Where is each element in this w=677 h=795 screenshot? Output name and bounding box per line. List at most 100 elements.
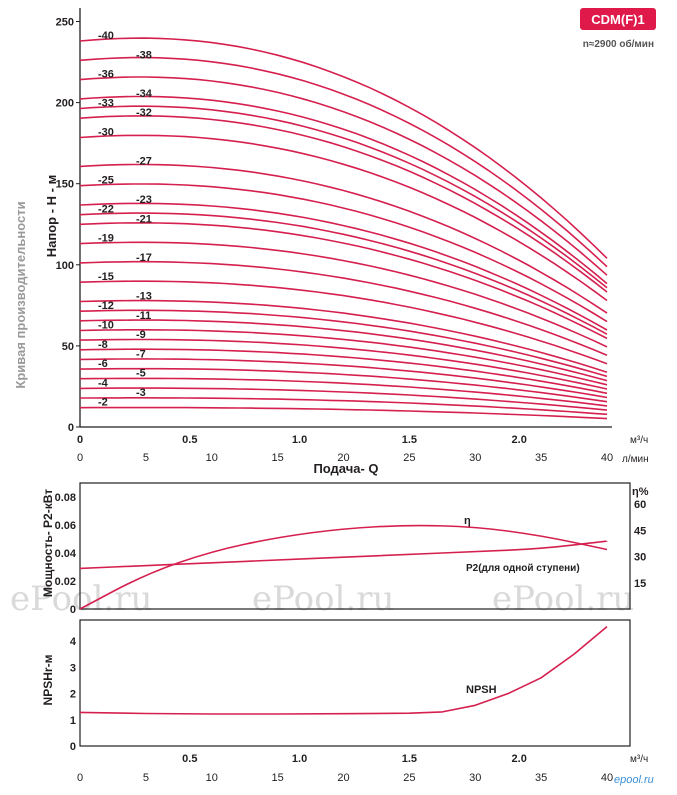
stage-label: -22	[98, 204, 114, 216]
stage-label: -12	[98, 300, 114, 312]
lmin-unit: л/мин	[622, 454, 649, 465]
stage-label: -4	[98, 377, 109, 389]
stage-label: -10	[98, 319, 114, 331]
head-curve	[79, 105, 608, 289]
head-curve	[79, 367, 608, 403]
head-curve	[79, 163, 608, 314]
eta-axis-label: η%	[632, 486, 649, 498]
watermark: ePool.ru	[492, 579, 634, 619]
npsh-panel: NPSHr-м 0 1 2 3 4 0.5 1.0 1.5 2.0 0 5 10 15 20 25 30 35…	[41, 619, 648, 784]
eta-curve-label: η	[464, 515, 471, 527]
m3h-tick-label: 0	[77, 434, 83, 446]
lmin-tick-label: 35	[535, 452, 547, 464]
head-axis-label: Напор - Н - м	[44, 175, 59, 257]
watermark: ePool.ru	[10, 579, 152, 619]
stage-label: -33	[98, 98, 114, 110]
stage-label: -8	[98, 339, 108, 351]
footer-logo: epool.ru	[614, 774, 654, 786]
stage-label: -5	[136, 368, 146, 380]
stage-label: -27	[136, 155, 152, 167]
m3h-tick-label: 0.5	[182, 434, 197, 446]
lmin-tick-label: 20	[337, 452, 349, 464]
stage-label: -6	[98, 358, 108, 370]
eta-tick-label: 15	[634, 578, 646, 590]
npsh-m3h-unit: м³/ч	[630, 754, 648, 765]
stage-label: -30	[98, 126, 114, 138]
head-curve	[79, 202, 608, 331]
npsh-tick-label: 2	[70, 689, 76, 701]
npsh-axis-label: NPSHr-м	[41, 654, 55, 705]
head-curve-panel: Напор - Н - м Подача- Q м³/ч л/мин 0 50 10…	[44, 8, 649, 476]
head-tick-label: 150	[56, 179, 74, 191]
stage-label: -15	[98, 271, 114, 283]
m3h-tick-label: 2.0	[512, 434, 527, 446]
power-tick-label: 0.06	[55, 520, 76, 532]
eta-tick-label: 45	[634, 525, 646, 537]
head-curve	[79, 241, 608, 348]
stage-label: -7	[136, 348, 146, 360]
p2-curve	[79, 540, 608, 570]
head-curve	[80, 397, 608, 416]
stage-label: -40	[98, 30, 114, 42]
stage-label: -23	[136, 194, 152, 206]
stage-label: -32	[136, 107, 152, 119]
side-title: Кривая производительности	[13, 201, 28, 388]
npsh-curve-label: NPSH	[466, 684, 497, 696]
head-curve	[79, 319, 608, 382]
lmin-tick-label: 0	[77, 452, 83, 464]
flow-axis-label: Подача- Q	[313, 461, 378, 476]
lmin-tick-label: 15	[272, 452, 284, 464]
head-tick-label: 200	[56, 98, 74, 110]
head-curve	[79, 348, 608, 395]
eta-curve	[79, 524, 608, 610]
head-tick-label: 0	[68, 422, 74, 434]
head-curve	[79, 115, 608, 293]
head-tick-label: 250	[56, 17, 74, 29]
npsh-m3h-tick-label: 1.0	[292, 753, 307, 765]
npsh-curve	[79, 625, 608, 715]
npsh-m3h-tick-label: 1.5	[402, 753, 417, 765]
m3h-tick-label: 1.5	[402, 434, 417, 446]
power-axis-label: Мощность- Р2-кВт	[41, 489, 55, 597]
npsh-lmin-tick-label: 30	[469, 772, 481, 784]
stage-label: -2	[98, 397, 108, 409]
npsh-lmin-tick-label: 20	[337, 772, 349, 784]
npsh-tick-label: 3	[70, 662, 76, 674]
eta-tick-label: 30	[634, 552, 646, 564]
power-efficiency-panel: Мощность- Р2-кВт η% 0 0.02 0.04 0.06 0.08 15…	[41, 482, 649, 616]
head-curve	[79, 56, 608, 268]
model-badge	[580, 8, 656, 30]
npsh-tick-label: 1	[70, 715, 76, 727]
head-curve	[79, 37, 608, 259]
npsh-tick-label: 0	[70, 741, 76, 753]
p2-curve-label: P2(для одной ступени)	[466, 563, 580, 574]
npsh-m3h-tick-label: 0.5	[182, 753, 197, 765]
head-curve	[79, 280, 608, 365]
head-curve	[79, 358, 608, 399]
head-curve	[79, 134, 608, 302]
m3h-unit: м³/ч	[630, 435, 648, 446]
head-curve	[79, 299, 608, 373]
lmin-tick-label: 10	[206, 452, 218, 464]
head-tick-label: 50	[62, 341, 74, 353]
npsh-lmin-tick-label: 35	[535, 772, 547, 784]
npsh-m3h-tick-label: 2.0	[512, 753, 527, 765]
head-curve	[79, 76, 608, 276]
stage-label: -3	[136, 387, 146, 399]
speed-note: n≈2900 об/мин	[583, 38, 654, 50]
head-curve	[79, 260, 608, 357]
head-curve	[79, 377, 608, 407]
stage-label: -25	[98, 175, 114, 187]
head-curve	[79, 387, 608, 411]
lmin-tick-label: 40	[601, 452, 613, 464]
lmin-tick-label: 25	[403, 452, 415, 464]
stage-label: -9	[136, 329, 146, 341]
head-curve	[79, 212, 608, 335]
power-tick-label: 0	[70, 604, 76, 616]
stage-label: -17	[136, 252, 152, 264]
head-curve	[79, 329, 608, 386]
npsh-lmin-tick-label: 0	[77, 772, 83, 784]
power-tick-label: 0.02	[55, 576, 76, 588]
npsh-lmin-tick-label: 25	[403, 772, 415, 784]
npsh-lmin-tick-label: 40	[601, 772, 613, 784]
